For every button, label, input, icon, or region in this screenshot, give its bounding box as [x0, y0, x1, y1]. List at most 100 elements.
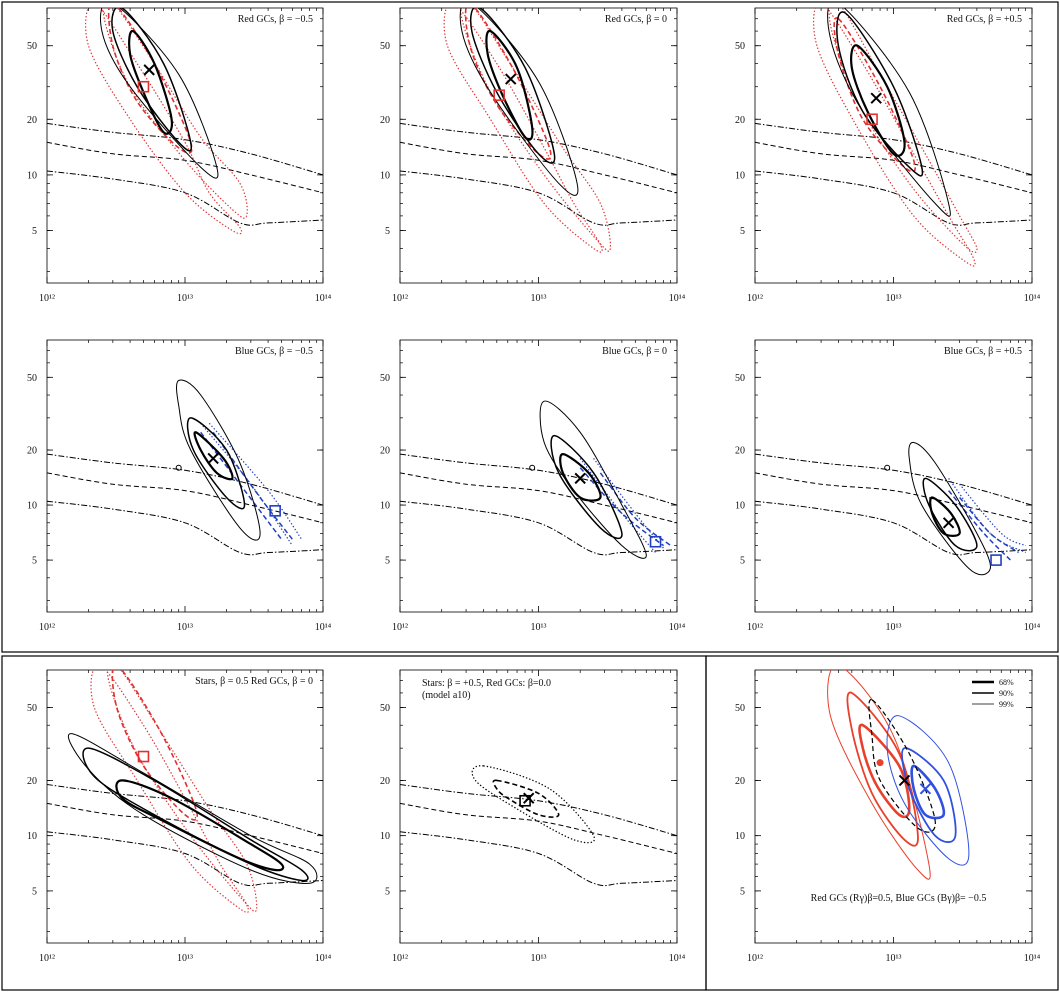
- y-tick-label: 5: [32, 556, 37, 567]
- x-tick-label: 10¹²: [747, 622, 763, 633]
- contour: [85, 8, 243, 235]
- plot-area: [400, 8, 677, 253]
- legend-label: 68%: [999, 678, 1014, 687]
- model-curve: [400, 170, 677, 226]
- y-tick-label: 50: [380, 41, 390, 52]
- x-tick-label: 10¹²: [392, 293, 408, 304]
- contour: [485, 29, 534, 141]
- plot-area: [755, 8, 1032, 267]
- contour: [550, 434, 623, 540]
- plot-frame: [399, 339, 678, 613]
- y-tick-label: 20: [380, 115, 390, 126]
- y-tick-label: 5: [32, 886, 37, 897]
- panel: 10¹² 10¹³ 10¹⁴ 5 10 20 50 Stars, β = 0.5 Red GC…: [27, 669, 332, 964]
- panel-title: Blue GCs, β = +0.5: [944, 346, 1022, 357]
- contour: [107, 8, 193, 154]
- x-tick-label: 10¹²: [39, 622, 55, 633]
- marker-x: [919, 783, 932, 795]
- contour: [828, 8, 978, 253]
- model-curve: [755, 122, 1032, 176]
- model-curve: [400, 784, 677, 837]
- model-curve: [755, 472, 1032, 524]
- x-tick-label: 10¹²: [39, 953, 55, 964]
- contour: [812, 8, 976, 267]
- y-tick-label: 10: [27, 501, 37, 512]
- y-tick-label: 10: [735, 170, 745, 181]
- x-tick-label: 10¹⁴: [1024, 293, 1041, 304]
- x-tick-label: 10¹²: [392, 622, 408, 633]
- panel: 10¹² 10¹³ 10¹⁴ 5 10 20 50 Red GCs, β = −0.5: [27, 7, 332, 304]
- contour: [868, 699, 936, 833]
- contour: [929, 496, 961, 537]
- panel: 10¹² 10¹³ 10¹⁴ 5 10 20 50 Red GCs (Rγ)β=0.5, Bl…: [735, 669, 1041, 964]
- x-tick-label: 10¹⁴: [315, 953, 332, 964]
- marker-square: [137, 80, 150, 93]
- contour: [111, 670, 199, 821]
- plot-area: [47, 379, 323, 556]
- y-tick-label: 20: [27, 776, 37, 787]
- y-tick-label: 50: [735, 41, 745, 52]
- panel-title: Stars: β = +0.5, Red GCs: β=0.0: [422, 678, 551, 689]
- model-curve: [47, 472, 323, 524]
- panel-title: Blue GCs, β = −0.5: [235, 346, 313, 357]
- marker-x: [523, 792, 535, 804]
- y-tick-label: 10: [735, 501, 745, 512]
- panel: 10¹² 10¹³ 10¹⁴ 5 10 20 50 Stars: β = +0.5, Red …: [380, 669, 686, 964]
- y-tick-label: 5: [32, 226, 37, 237]
- x-tick-label: 10¹²: [392, 953, 408, 964]
- contour: [111, 8, 193, 152]
- contour: [102, 8, 248, 219]
- plot-frame: [399, 669, 678, 944]
- x-tick-label: 10¹²: [747, 953, 763, 964]
- model-curve: [400, 141, 677, 194]
- y-tick-label: 10: [380, 170, 390, 181]
- contour: [469, 8, 556, 164]
- plot-frame: [754, 339, 1033, 613]
- y-tick-label: 10: [27, 170, 37, 181]
- plot-frame: [399, 7, 678, 284]
- model-curve: [755, 141, 1032, 194]
- y-tick-label: 10: [735, 831, 745, 842]
- panel: 10¹² 10¹³ 10¹⁴ 5 10 20 50 Blue GCs, β = +0.5: [735, 339, 1041, 633]
- model-curve: [200, 422, 293, 546]
- contour: [908, 441, 991, 576]
- x-tick-label: 10¹³: [531, 293, 547, 304]
- model-curve: [959, 497, 1020, 554]
- model-curve: [755, 170, 1032, 226]
- model-curve: [948, 478, 1026, 554]
- x-tick-label: 10¹²: [39, 293, 55, 304]
- plot-frame: [754, 7, 1033, 284]
- contour: [910, 764, 946, 820]
- contour: [836, 11, 924, 177]
- marker-circle: [884, 464, 891, 471]
- legend-label: 99%: [999, 700, 1014, 709]
- contour: [922, 477, 978, 552]
- y-tick-label: 20: [735, 115, 745, 126]
- model-curve: [47, 170, 323, 226]
- model-curve: [400, 472, 677, 524]
- marker-square: [493, 89, 505, 101]
- marker-square: [269, 505, 281, 517]
- y-tick-label: 5: [385, 226, 390, 237]
- panel: 10¹² 10¹³ 10¹⁴ 5 10 20 50 Blue GCs, β = −0.5: [27, 339, 332, 633]
- marker-square: [990, 554, 1002, 566]
- plot-frame: [46, 7, 324, 284]
- y-tick-label: 20: [735, 776, 745, 787]
- marker-dot: [876, 759, 884, 767]
- y-tick-label: 20: [27, 446, 37, 457]
- panel-title: Red GCs (Rγ)β=0.5, Blue GCs (Bγ)β= −0.5: [811, 893, 987, 904]
- contour: [858, 723, 911, 819]
- model-curve: [755, 500, 1032, 556]
- y-tick-label: 50: [380, 373, 390, 384]
- y-tick-label: 20: [27, 115, 37, 126]
- model-curve: [47, 500, 323, 556]
- contour: [186, 417, 246, 510]
- contour: [539, 400, 647, 559]
- contour: [492, 779, 560, 818]
- contour: [901, 747, 957, 843]
- y-tick-label: 5: [740, 886, 745, 897]
- marker-circle: [175, 464, 182, 471]
- legend-label: 90%: [999, 689, 1014, 698]
- model-curve: [47, 784, 323, 837]
